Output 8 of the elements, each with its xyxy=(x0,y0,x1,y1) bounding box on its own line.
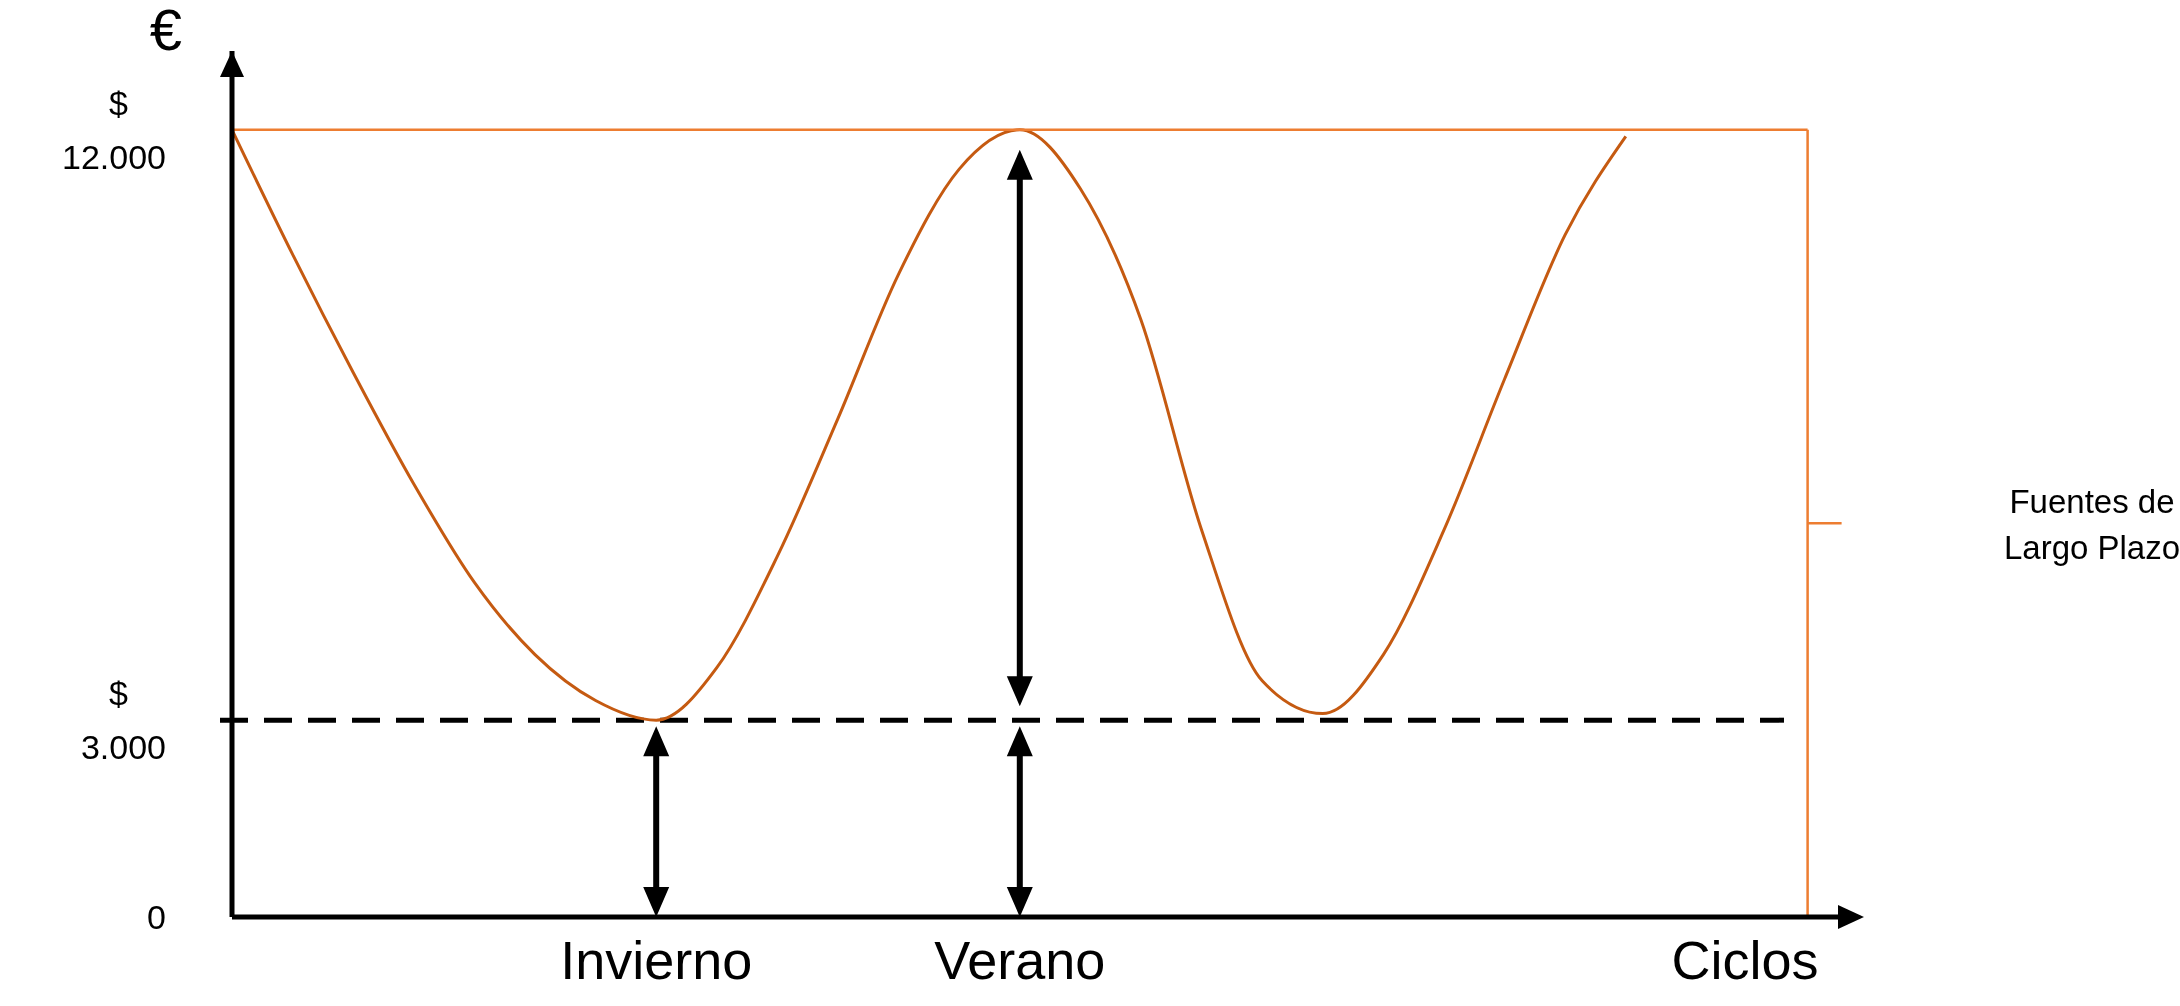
y-tick-label: 0 xyxy=(147,898,166,936)
y-axis-title: € xyxy=(149,0,183,62)
x-tick-label: Verano xyxy=(934,930,1106,990)
y-tick-label: $ 3.000 xyxy=(80,674,166,767)
x-tick-label: Invierno xyxy=(560,930,753,990)
x-axis-title: Ciclos xyxy=(1671,930,1819,990)
y-tick-label: $ 12.000 xyxy=(62,83,166,176)
text: Fuentes de Largo Plazo xyxy=(2003,483,2180,567)
